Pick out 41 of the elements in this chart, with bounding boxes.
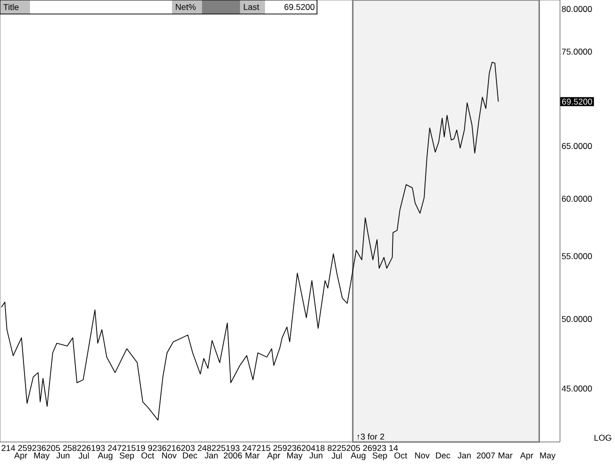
x-tick-label: Nov <box>415 452 430 458</box>
x-tick-label: Oct <box>394 452 408 458</box>
x-tick-label: 2006 <box>224 452 242 458</box>
annotation: Net% <box>176 4 196 10</box>
x-tick-label: May <box>34 452 50 460</box>
x-tick-label: Dec <box>183 452 198 458</box>
y-tick-label: 65.0000 <box>562 142 592 149</box>
x-tick-label: Apr <box>267 452 280 460</box>
x-tick-label: Jan <box>204 452 218 458</box>
x-tick-label: Jun <box>309 452 322 458</box>
text: 214 259236205 258226193 24721519 9236216203 248225193 247215 25923620418 8225205 26923 14 <box>2 444 398 452</box>
x-tick-label: Sep <box>120 452 134 460</box>
x-tick-label: May <box>540 452 556 460</box>
x-tick-label: Dec <box>436 452 450 458</box>
text: LOG <box>594 434 612 441</box>
x-tick-label: Jun <box>56 452 70 458</box>
x-tick-label: Jul <box>332 452 342 459</box>
x-tick-label: Oct <box>141 452 154 458</box>
x-tick-label: May <box>287 452 303 460</box>
x-tick-label: Apr <box>14 452 28 460</box>
text: 69.5200 <box>562 98 592 105</box>
annotation: Last <box>244 4 260 10</box>
annotation: 69.5200 <box>284 4 314 10</box>
y-tick-label: 75.0000 <box>562 48 592 55</box>
x-tick-label: Nov <box>162 452 177 458</box>
x-tick-label: Jan <box>458 452 471 458</box>
x-tick-label: 2007 <box>476 452 495 458</box>
y-tick-label: 60.0000 <box>562 196 592 202</box>
x-tick-label: Sep <box>372 452 388 460</box>
annotation: Title <box>3 4 19 10</box>
y-tick-label: 55.0000 <box>562 253 592 260</box>
y-tick-label: 80.0000 <box>562 6 592 12</box>
annotation: ↑3 for 2 <box>357 433 384 440</box>
x-tick-label: Aug <box>98 452 112 460</box>
x-tick-label: Mar <box>498 452 512 458</box>
x-tick-label: Apr <box>520 452 534 460</box>
y-tick-label: 45.0000 <box>562 386 592 392</box>
x-tick-label: Jul <box>78 452 89 459</box>
y-tick-label: 50.0000 <box>562 316 592 322</box>
x-tick-label: Aug <box>350 452 366 460</box>
x-tick-label: Mar <box>246 452 260 458</box>
